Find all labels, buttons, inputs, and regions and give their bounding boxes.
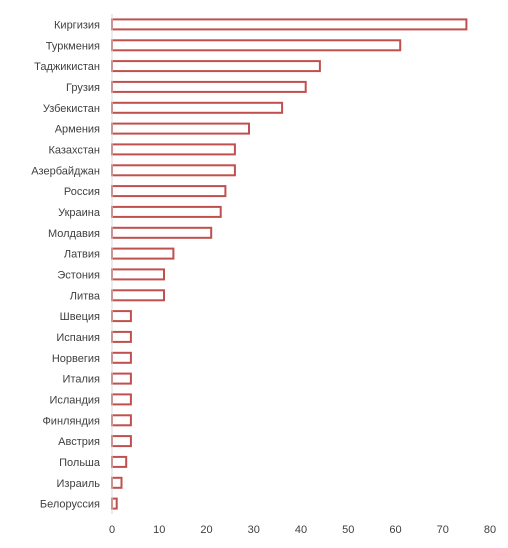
- bar-9: [111, 205, 222, 218]
- category-label: Испания: [56, 332, 100, 344]
- category-label: Украина: [58, 207, 101, 219]
- category-label: Молдавия: [48, 228, 100, 240]
- category-label: Узбекистан: [43, 103, 100, 115]
- bar-16: [111, 351, 132, 364]
- bar-1: [111, 39, 402, 52]
- bar-0: [111, 18, 468, 31]
- category-label: Азербайджан: [31, 165, 100, 177]
- bar-21: [111, 455, 128, 468]
- bar-18: [111, 393, 132, 406]
- category-label: Белоруссия: [40, 499, 100, 511]
- x-tick-label: 30: [248, 524, 260, 536]
- bar-22: [111, 476, 123, 489]
- x-tick-label: 40: [295, 524, 307, 536]
- bar-14: [111, 310, 132, 323]
- category-label: Австрия: [58, 436, 100, 448]
- category-label: Латвия: [64, 249, 100, 261]
- x-tick-label: 0: [109, 524, 115, 536]
- x-tick-label: 80: [484, 524, 496, 536]
- bar-2: [111, 60, 321, 73]
- category-label: Швеция: [60, 311, 100, 323]
- category-label: Армения: [55, 124, 100, 136]
- x-tick-label: 50: [342, 524, 354, 536]
- bar-4: [111, 101, 284, 114]
- bars-layer: [111, 18, 468, 510]
- bar-11: [111, 247, 175, 260]
- bar-15: [111, 330, 132, 343]
- category-label: Казахстан: [48, 144, 100, 156]
- category-label: Россия: [64, 186, 100, 198]
- bar-17: [111, 372, 132, 385]
- category-label: Грузия: [66, 82, 100, 94]
- x-axis: 0 10 20 30 40 50 60 70 80: [109, 14, 496, 536]
- bar-3: [111, 80, 307, 93]
- bar-7: [111, 164, 236, 177]
- bar-10: [111, 226, 213, 239]
- category-label: Исландия: [49, 394, 100, 406]
- x-tick-label: 70: [437, 524, 449, 536]
- category-labels: Киргизия Туркмения Таджикистан Грузия Узбеки…: [31, 19, 101, 510]
- category-label: Финляндия: [42, 415, 100, 427]
- bar-8: [111, 185, 227, 198]
- bar-13: [111, 289, 165, 302]
- x-tick-label: 20: [200, 524, 212, 536]
- category-label: Польша: [59, 457, 101, 469]
- bar-19: [111, 414, 132, 427]
- category-label: Туркмения: [46, 40, 100, 52]
- bar-23: [111, 497, 118, 510]
- category-label: Киргизия: [54, 19, 100, 31]
- category-label: Норвегия: [52, 353, 100, 365]
- bar-20: [111, 435, 132, 448]
- bar-6: [111, 143, 236, 156]
- bar-12: [111, 268, 165, 281]
- category-label: Литва: [70, 290, 101, 302]
- category-label: Эстония: [57, 269, 100, 281]
- x-tick-label: 60: [389, 524, 401, 536]
- category-label: Израиль: [57, 478, 101, 490]
- bar-5: [111, 122, 250, 135]
- category-label: Таджикистан: [34, 61, 100, 73]
- category-label: Италия: [63, 374, 101, 386]
- x-tick-label: 10: [153, 524, 165, 536]
